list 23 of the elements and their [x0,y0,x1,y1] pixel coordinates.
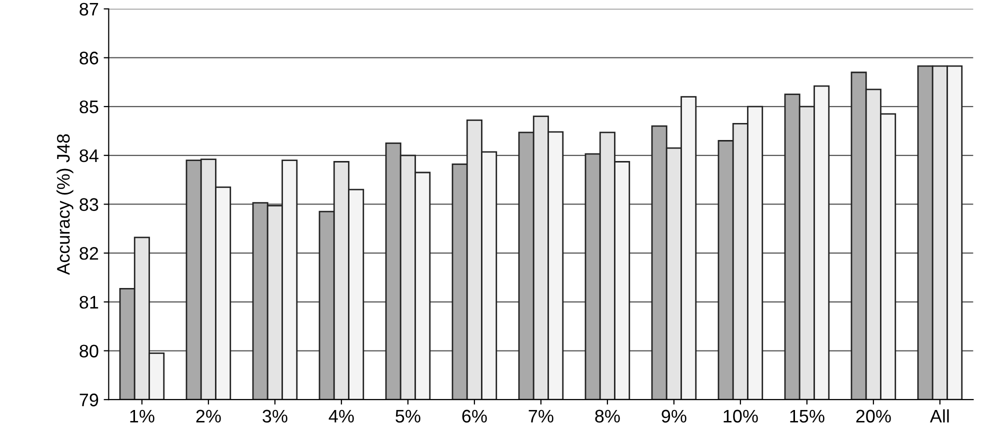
x-tick-label: 5% [396,410,420,423]
y-tick-label: 79 [80,394,98,406]
y-axis-title: Accuracy (%) J48 [56,134,74,275]
x-tick-label: 8% [595,410,620,423]
x-tick-label: 9% [662,410,686,423]
y-tick-label: 81 [80,296,98,309]
y-tick-label: 83 [80,198,98,211]
x-tick-label: 6% [462,410,487,423]
x-tick-label: 10% [724,410,758,423]
x-tick-label: 4% [328,410,354,423]
x-tick-label: 20% [856,410,891,423]
y-tick-label: 85 [80,100,98,114]
x-tick-label: 2% [196,410,221,423]
x-tick-label: 1% [130,410,154,423]
x-tick-label: 7% [528,410,554,423]
y-tick-label: 86 [80,52,98,64]
y-tick-label: 84 [80,149,98,162]
x-tick-label: 15% [790,410,824,423]
y-tick-label: 80 [80,344,98,358]
y-tick-label: 87 [80,2,98,16]
x-tick-label: All [930,409,949,422]
x-tick-label: 3% [262,410,288,423]
y-tick-label: 82 [80,247,98,260]
